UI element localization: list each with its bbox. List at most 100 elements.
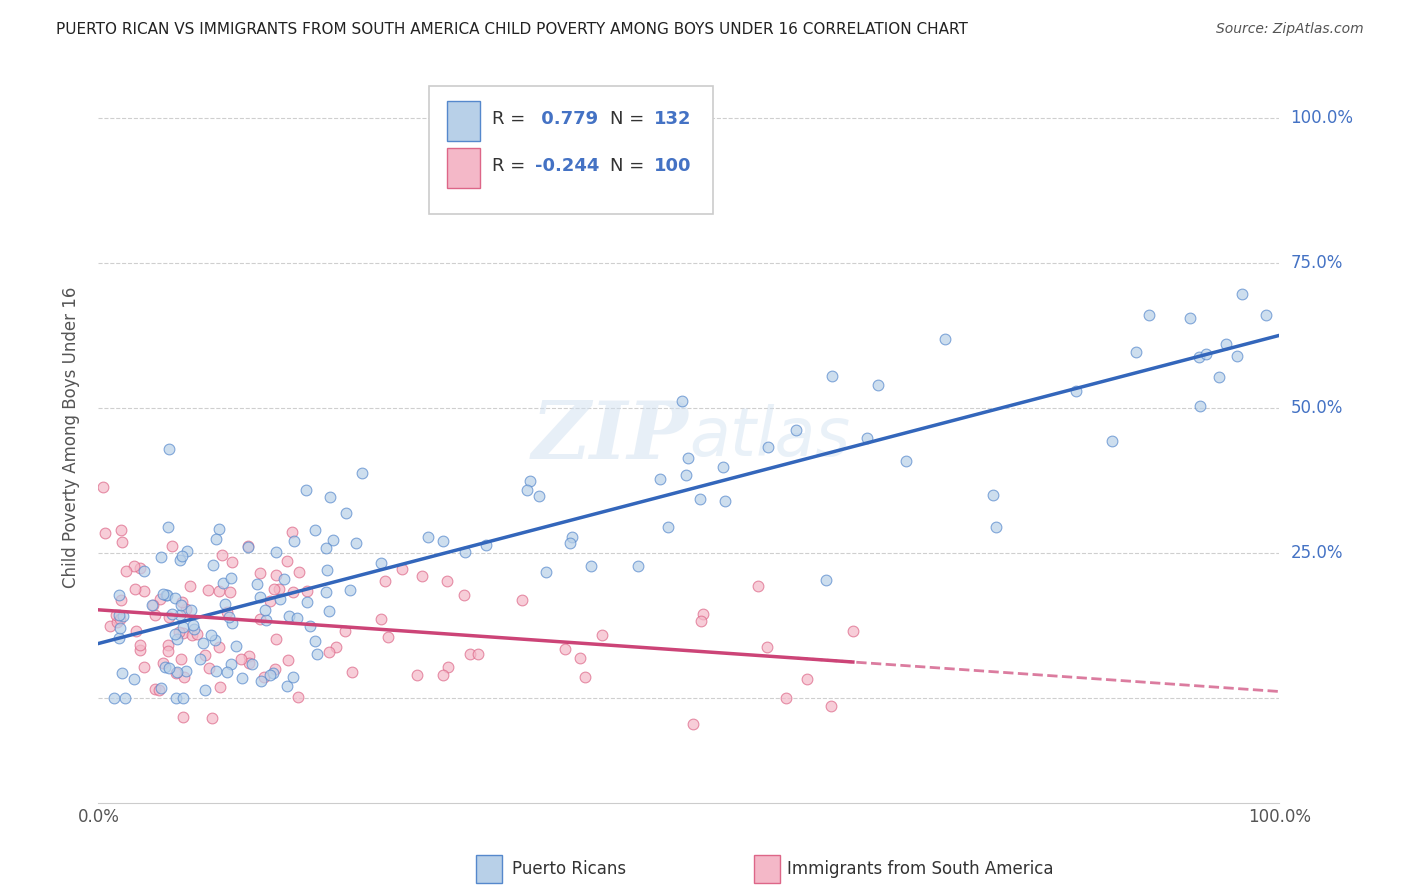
Point [262,665,284,680]
Point [896,454,918,468]
Point [277,653,299,667]
Point [299,619,322,633]
Point [934,332,956,346]
Point [172,691,194,706]
Point [134,564,156,578]
Point [180,628,202,642]
Point [191,636,214,650]
Point [148,682,170,697]
Point [250,673,273,688]
Point [295,584,318,599]
Point [229,652,252,666]
Text: R =: R = [492,158,530,176]
Point [170,652,193,666]
Point [325,640,347,654]
Point [157,661,180,675]
Point [671,394,693,409]
Point [110,665,132,680]
Point [411,568,433,582]
Point [254,613,277,627]
Point [796,672,818,686]
Point [124,582,146,596]
Point [335,506,357,520]
Point [281,585,304,599]
Text: R =: R = [492,110,530,128]
Point [287,565,309,579]
Point [197,582,219,597]
Point [129,638,152,652]
Point [278,609,301,624]
Point [453,545,475,559]
Point [1125,344,1147,359]
Point [156,643,179,657]
Point [316,563,339,577]
Text: 100: 100 [654,158,690,176]
Point [259,594,281,608]
Point [238,649,260,664]
Point [756,640,779,655]
Point [512,593,534,607]
Text: atlas: atlas [689,404,851,470]
Point [129,560,152,574]
Point [221,555,243,569]
Point [626,558,648,573]
Point [186,626,208,640]
Text: 25.0%: 25.0% [1291,544,1343,562]
Point [295,483,318,497]
Point [534,565,557,579]
Point [160,607,183,621]
Point [516,483,538,497]
Point [856,431,879,445]
Point [568,651,591,665]
Point [460,647,482,661]
Point [1189,399,1212,413]
Point [134,584,156,599]
Point [344,536,367,550]
Point [174,602,197,616]
Point [169,553,191,567]
Point [437,660,460,674]
Point [370,612,392,626]
Point [194,682,217,697]
Point [305,647,328,661]
FancyBboxPatch shape [447,101,479,141]
Point [141,598,163,612]
Point [194,648,217,663]
Point [263,582,285,596]
Point [374,574,396,588]
Point [238,656,260,670]
Point [315,541,337,555]
Point [165,666,187,681]
Point [1178,310,1201,325]
Point [657,520,679,534]
Point [108,607,131,622]
Point [264,632,287,646]
Point [225,639,247,653]
Point [682,717,704,731]
Point [269,582,291,596]
Point [269,591,291,606]
Point [153,660,176,674]
Point [350,466,373,480]
Point [335,624,357,638]
Point [287,690,309,704]
Point [214,598,236,612]
Point [179,579,201,593]
Point [169,607,191,622]
Point [143,608,166,623]
Point [172,710,194,724]
Point [295,595,318,609]
Point [211,548,233,562]
Point [1208,369,1230,384]
Point [405,668,427,682]
Point [453,588,475,602]
Point [94,526,117,541]
Text: ZIP: ZIP [531,399,689,475]
Point [105,608,128,623]
Point [842,624,865,638]
Point [152,657,174,671]
Point [157,638,180,652]
Point [820,699,842,714]
FancyBboxPatch shape [754,855,780,883]
Point [675,468,697,483]
